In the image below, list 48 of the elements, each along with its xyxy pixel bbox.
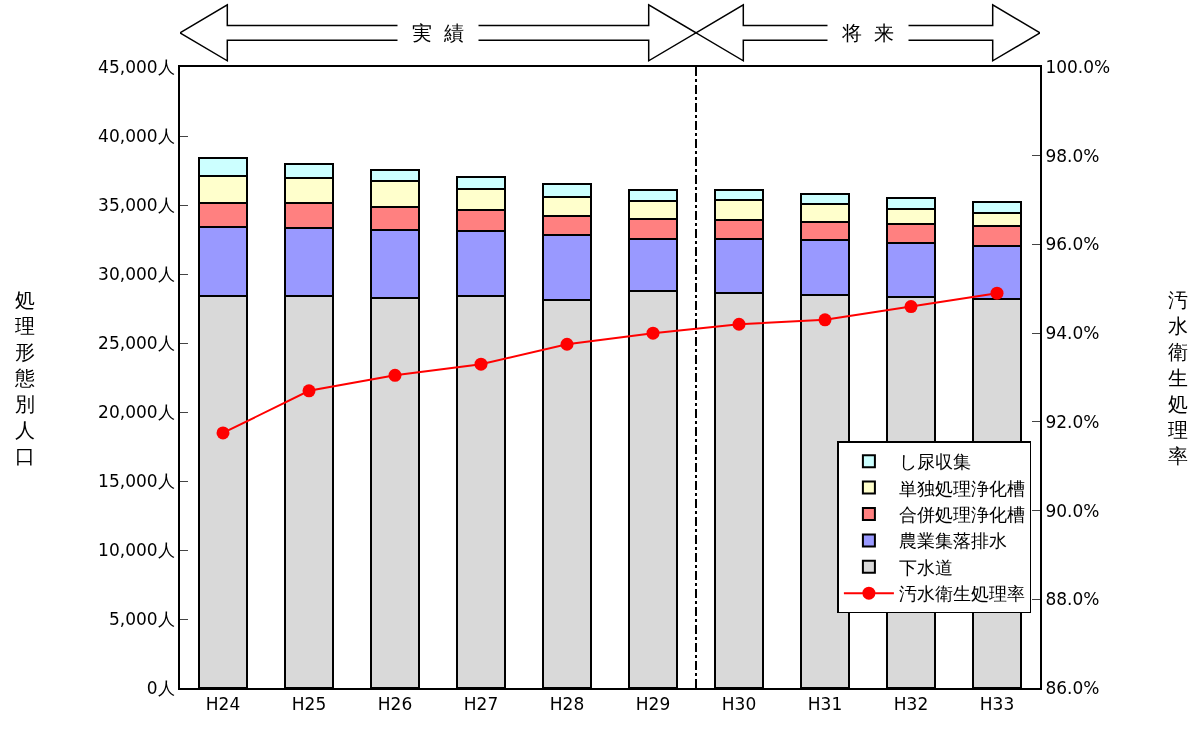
x-tick-label: H27 xyxy=(463,694,499,715)
y-tick-label: 25,000人 xyxy=(98,332,175,353)
point xyxy=(732,317,746,331)
legend-label: 農業集落排水 xyxy=(898,530,1007,552)
legend-label: し尿収集 xyxy=(898,451,971,473)
y2-tick-label: 96.0% xyxy=(1045,234,1100,255)
point xyxy=(474,357,488,371)
point xyxy=(560,337,574,351)
y-tick-label: 20,000人 xyxy=(98,401,175,422)
x-tick-label: H25 xyxy=(291,694,327,715)
y-tick-label: 35,000人 xyxy=(98,194,175,215)
y2-tick-label: 94.0% xyxy=(1045,323,1100,344)
y-tick-label: 0人 xyxy=(146,677,175,698)
point xyxy=(818,313,832,327)
point xyxy=(646,326,660,340)
legend-label: 下水道 xyxy=(898,556,953,578)
x-tick-label: H33 xyxy=(979,694,1015,715)
legend-label: 汚水衛生処理率 xyxy=(898,583,1025,605)
x-tick-label: H31 xyxy=(807,694,843,715)
point xyxy=(904,300,918,314)
x-tick-label: H29 xyxy=(635,694,671,715)
y2-tick-label: 100.0% xyxy=(1045,56,1111,77)
y-tick-label: 10,000人 xyxy=(98,539,175,560)
x-tick-label: H24 xyxy=(205,694,241,715)
legend-label: 単独処理浄化槽 xyxy=(898,477,1025,499)
x-tick-label: H30 xyxy=(721,694,757,715)
point xyxy=(216,426,230,440)
y2-tick-label: 90.0% xyxy=(1045,500,1100,521)
y2-tick-label: 98.0% xyxy=(1045,145,1100,166)
point xyxy=(388,368,402,382)
y2-tick-label: 86.0% xyxy=(1045,677,1100,698)
y-tick-label: 15,000人 xyxy=(98,470,175,491)
point xyxy=(990,286,1004,300)
y2-tick-label: 92.0% xyxy=(1045,411,1100,432)
y2-tick-label: 88.0% xyxy=(1045,589,1100,610)
text: 実 績 xyxy=(399,21,478,45)
y-tick-label: 30,000人 xyxy=(98,263,175,284)
y-axis-title: 処理形態別人口 xyxy=(14,288,35,468)
text: 将 来 xyxy=(829,21,908,45)
y-tick-label: 45,000人 xyxy=(98,56,175,77)
y2-axis-title: 汚水衛生処理率 xyxy=(1168,288,1188,468)
x-tick-label: H26 xyxy=(377,694,413,715)
legend-label: 合併処理浄化槽 xyxy=(898,504,1025,525)
x-tick-label: H28 xyxy=(549,694,585,715)
point xyxy=(302,384,316,398)
y-tick-label: 5,000人 xyxy=(108,608,175,629)
x-tick-label: H32 xyxy=(893,694,929,715)
y-tick-label: 40,000人 xyxy=(98,125,175,146)
